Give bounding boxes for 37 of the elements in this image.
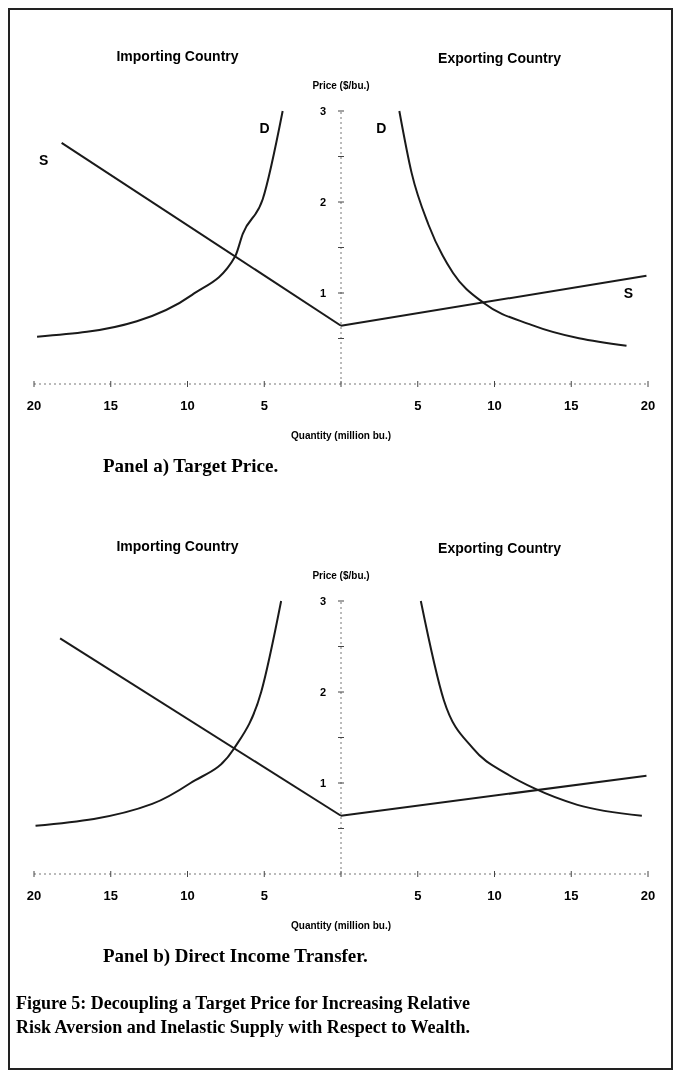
text: Importing Country [116, 538, 239, 554]
x-tick-label: 15 [564, 398, 579, 413]
y-tick-label: 1 [319, 287, 327, 299]
y-tick-label: 3 [319, 105, 327, 117]
y-tick-label: 3 [319, 595, 327, 607]
x-tick-label: 20 [640, 888, 656, 903]
y-axis-title: Price ($/bu.) [312, 80, 370, 91]
x-tick-label: 10 [487, 888, 502, 903]
x-tick-label: 10 [180, 888, 195, 903]
x-tick-label: 5 [414, 888, 422, 903]
x-tick-label: 10 [180, 398, 195, 413]
text: Panel b) Direct Income Transfer. [103, 945, 368, 967]
x-axis-title: Quantity (million bu.) [291, 920, 391, 931]
text: Exporting Country [438, 50, 562, 66]
series-label: S [623, 284, 634, 301]
x-tick-label: 10 [487, 398, 502, 413]
x-axis-title: Quantity (million bu.) [291, 430, 391, 441]
y-tick-label: 2 [319, 196, 327, 208]
x-tick-label: 5 [260, 398, 268, 413]
x-tick-label: 5 [260, 888, 268, 903]
y-tick-label: 2 [319, 686, 327, 698]
x-tick-label: 20 [26, 398, 42, 413]
x-tick-label: 20 [640, 398, 656, 413]
caption: Figure 5: Decoupling a Target Price for Increasing Relative Risk Aversion and Inelastic Supply with Respect to Wealth. [16, 993, 470, 1037]
x-tick-label: 15 [564, 888, 579, 903]
x-tick-label: 15 [103, 398, 118, 413]
y-axis-title: Price ($/bu.) [312, 570, 370, 581]
x-tick-label: 5 [414, 398, 422, 413]
text: Importing Country [116, 48, 239, 64]
text: Panel a) Target Price. [103, 455, 279, 477]
x-tick-label: 15 [103, 888, 118, 903]
series-label: D [376, 120, 387, 136]
y-tick-label: 1 [319, 777, 327, 789]
series-label: S [38, 151, 49, 168]
series-label: D [259, 120, 270, 136]
text: Exporting Country [438, 540, 562, 556]
x-tick-label: 20 [26, 888, 42, 903]
